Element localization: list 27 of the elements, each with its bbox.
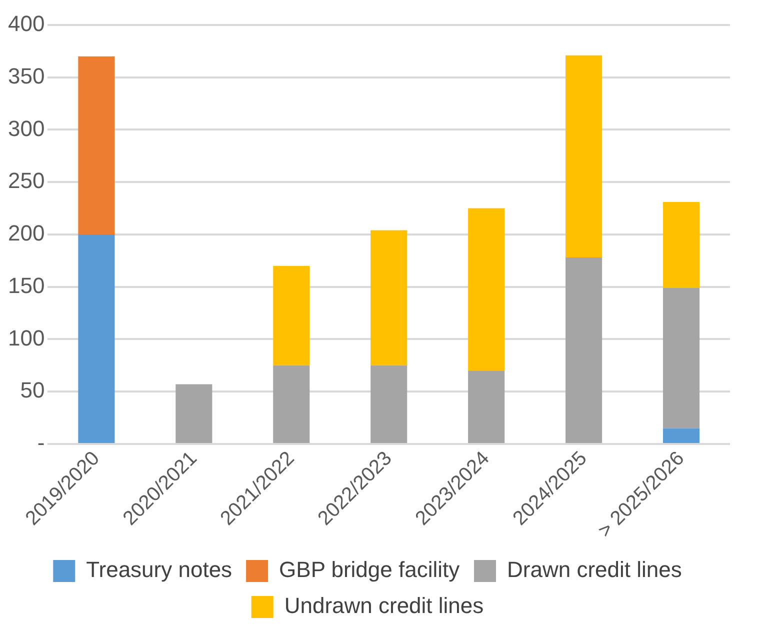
- y-tick-label: 200: [8, 220, 45, 246]
- y-tick-label: 350: [8, 63, 45, 88]
- y-tick-label: 250: [8, 168, 45, 194]
- bar: [273, 365, 310, 443]
- y-tick-label: 100: [8, 325, 45, 350]
- y-tick-label: 150: [8, 272, 45, 298]
- bar: [78, 234, 115, 443]
- bar: [468, 208, 505, 371]
- bar: [662, 202, 700, 288]
- bar: [468, 370, 505, 443]
- y-tick-label: 400: [8, 11, 45, 36]
- legend-label: Undrawn credit lines: [284, 593, 484, 618]
- y-tick-label: 300: [8, 116, 45, 141]
- bar: [566, 55, 602, 258]
- legend-label: Drawn credit lines: [507, 557, 682, 582]
- legend-label: Treasury notes: [86, 557, 232, 582]
- legend-label: GBP bridge facility: [279, 557, 460, 582]
- y-tick-label: -: [37, 430, 45, 456]
- y-tick-label: 50: [20, 378, 45, 403]
- bar: [662, 288, 700, 428]
- bar: [370, 230, 408, 366]
- bar: [273, 266, 310, 366]
- bar: [176, 384, 212, 443]
- bar: [662, 428, 700, 443]
- bar: [566, 258, 602, 443]
- bar: [370, 365, 408, 443]
- bar: [78, 56, 115, 234]
